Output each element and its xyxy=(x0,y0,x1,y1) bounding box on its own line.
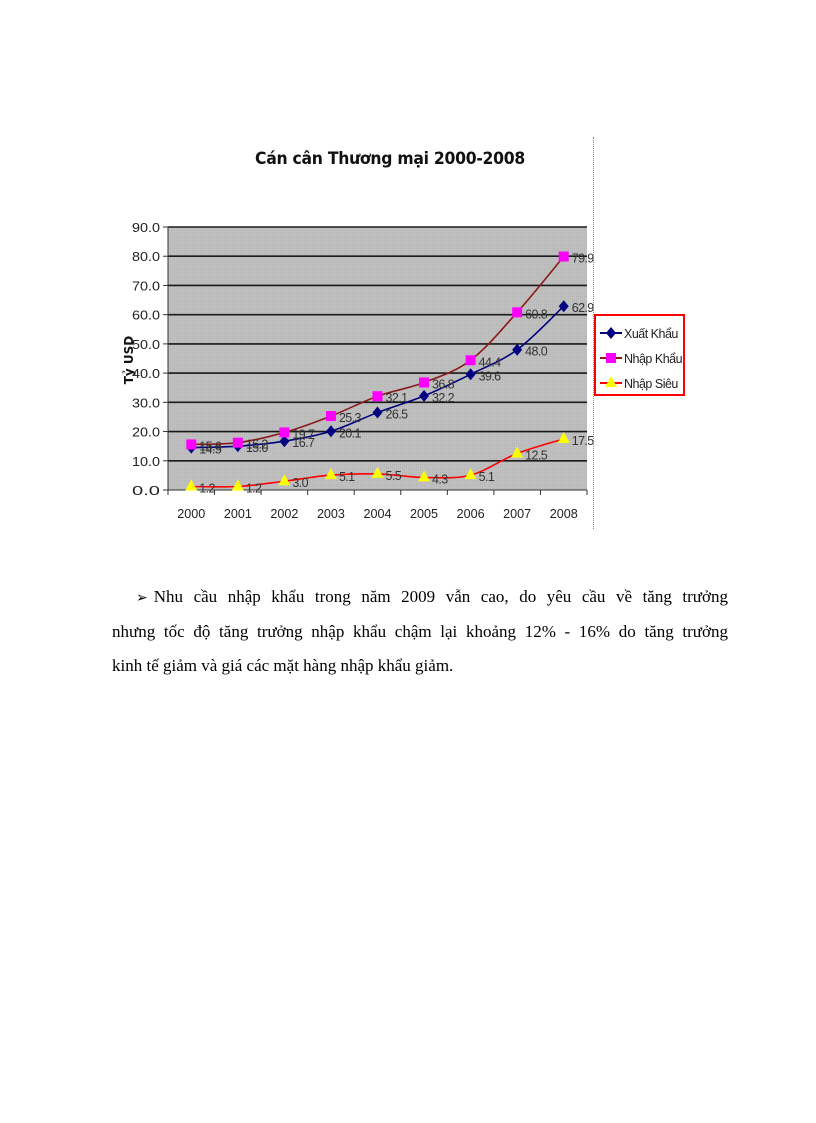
data-label: 44.4 xyxy=(479,355,502,369)
data-label: 16.2 xyxy=(246,438,269,452)
data-label: 4.3 xyxy=(432,472,448,486)
diamond-marker-icon xyxy=(465,368,476,381)
legend-label: Xuất Khẩu xyxy=(624,327,678,341)
diamond-marker-icon xyxy=(325,425,336,438)
triangle-marker-icon xyxy=(418,470,431,482)
data-label: 1.2 xyxy=(199,481,215,495)
data-label: 36.8 xyxy=(432,377,455,391)
diamond-marker-icon xyxy=(372,406,383,419)
data-label: 17.5 xyxy=(572,434,595,448)
diamond-marker-icon xyxy=(512,343,523,356)
square-marker-icon xyxy=(232,437,243,448)
triangle-marker-icon xyxy=(557,431,570,443)
x-tick-label: 2001 xyxy=(224,506,252,521)
square-marker-icon xyxy=(606,353,616,363)
y-tick-label: 70.0 xyxy=(132,278,160,293)
data-label: 15.6 xyxy=(199,439,222,453)
data-label: 62.9 xyxy=(572,301,595,315)
x-tick-label: 2002 xyxy=(270,506,298,521)
x-tick-label: 2004 xyxy=(364,506,392,521)
square-marker-icon xyxy=(372,391,383,402)
series-2: 1.2 1.2 3.0 5.1 5.5 4.3 5.1 12.5 17.5 xyxy=(185,431,595,495)
square-marker-icon xyxy=(419,377,430,388)
square-marker-icon xyxy=(465,355,476,366)
diamond-marker-icon xyxy=(279,435,290,448)
x-tick-label: 2007 xyxy=(503,506,531,521)
arrow-bullet-icon: ➢ xyxy=(136,590,148,606)
data-label: 26.5 xyxy=(386,408,409,422)
data-label: 60.8 xyxy=(525,307,548,321)
data-label: 39.6 xyxy=(479,369,502,383)
triangle-marker-icon xyxy=(464,468,477,480)
paragraph-text-1: Nhu cầu nhập khẩu trong năm 2009 vẫn cao… xyxy=(153,587,728,606)
y-tick-label: 0.0 xyxy=(132,483,160,498)
bullet-paragraph: ➢ Nhu cầu nhập khẩu trong năm 2009 vẫn ca… xyxy=(112,580,728,683)
paragraph-line-2: nhưng tốc độ tăng trưởng nhập khẩu chậm … xyxy=(112,622,728,641)
triangle-marker-icon xyxy=(185,479,198,491)
data-label: 15.0 xyxy=(246,441,269,455)
square-marker-icon xyxy=(279,427,290,438)
triangle-marker-icon xyxy=(605,376,617,387)
y-tick-label: 90.0 xyxy=(132,220,160,235)
data-label: 19.7 xyxy=(292,427,315,441)
square-marker-icon xyxy=(558,251,569,262)
chart-boundary-line xyxy=(593,137,594,529)
paragraph-line-1: ➢ Nhu cầu nhập khẩu trong năm 2009 vẫn ca… xyxy=(112,580,728,615)
data-label: 12.5 xyxy=(525,448,548,462)
x-tick-label: 2006 xyxy=(457,506,485,521)
data-label: 32.2 xyxy=(432,391,455,405)
paragraph-line-3: kinh tế giảm và giá các mặt hàng nhập kh… xyxy=(112,656,454,675)
diamond-marker-icon xyxy=(419,389,430,402)
triangle-marker-icon xyxy=(371,466,384,478)
y-tick-label: 40.0 xyxy=(132,366,160,381)
x-tick-label: 2003 xyxy=(317,506,345,521)
data-label: 20.1 xyxy=(339,426,362,440)
data-label: 32.1 xyxy=(386,391,409,405)
series-1: 15.6 16.2 19.7 25.3 32.1 36.8 44.4 60.8 79.9 xyxy=(186,251,595,453)
y-tick-label: 30.0 xyxy=(132,395,160,410)
series-0: 14.5 15.0 16.7 20.1 26.5 32.2 39.6 48.0 62.9 xyxy=(186,300,595,457)
legend-label: Nhập Khẩu xyxy=(624,352,683,366)
x-tick-label: 2000 xyxy=(177,506,205,521)
data-label: 5.1 xyxy=(339,470,355,484)
data-label: 1.2 xyxy=(246,481,262,495)
data-label: 5.5 xyxy=(386,469,402,483)
triangle-marker-icon xyxy=(278,474,291,486)
data-label: 25.3 xyxy=(339,411,362,425)
x-tick-label: 2005 xyxy=(410,506,438,521)
y-tick-label: 50.0 xyxy=(132,337,160,352)
x-tick-label: 2008 xyxy=(550,506,578,521)
data-label: 3.0 xyxy=(292,476,308,490)
y-tick-label: 60.0 xyxy=(132,308,160,323)
y-tick-label: 20.0 xyxy=(132,425,160,440)
data-label: 48.0 xyxy=(525,345,548,359)
chart-title: Cán cân Thương mại 2000-2008 xyxy=(255,149,525,169)
legend: Xuất Khẩu Nhập Khẩu Nhập Siêu xyxy=(594,314,685,396)
triangle-marker-icon xyxy=(511,446,524,458)
square-marker-icon xyxy=(325,411,336,422)
diamond-marker-icon xyxy=(558,300,569,313)
legend-label: Nhập Siêu xyxy=(624,377,678,391)
square-marker-icon xyxy=(512,307,523,318)
square-marker-icon xyxy=(186,439,197,450)
triangle-marker-icon xyxy=(324,468,337,480)
data-label: 5.1 xyxy=(479,470,495,484)
y-axis-label: Tỷ USD xyxy=(122,336,136,385)
trade-balance-chart: 0.0 10.0 20.0 30.0 40.0 50.0 60.0 70.0 80.0 90.0 T… xyxy=(122,220,685,521)
y-tick-label: 80.0 xyxy=(132,249,160,264)
triangle-marker-icon xyxy=(231,479,244,491)
data-label: 79.9 xyxy=(572,252,595,266)
y-tick-label: 10.0 xyxy=(132,454,160,469)
diamond-marker-icon xyxy=(606,327,616,339)
data-label: 14.5 xyxy=(199,443,222,457)
data-label: 16.7 xyxy=(292,436,315,450)
x-axis: 2000 2001 2002 2003 2004 2005 2006 2007 2008 xyxy=(167,489,588,521)
